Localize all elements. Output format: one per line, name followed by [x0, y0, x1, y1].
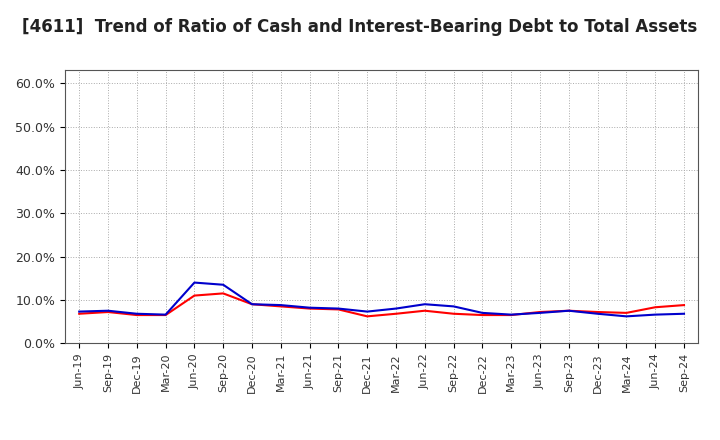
Line: Cash: Cash: [79, 293, 684, 316]
Cash: [593, 309, 602, 315]
Cash: [536, 309, 544, 315]
Interest-Bearing Debt: [478, 310, 487, 315]
Cash: [305, 306, 314, 311]
Interest-Bearing Debt: [248, 301, 256, 307]
Text: [4611]  Trend of Ratio of Cash and Interest-Bearing Debt to Total Assets: [4611] Trend of Ratio of Cash and Intere…: [22, 18, 698, 36]
Interest-Bearing Debt: [392, 306, 400, 311]
Interest-Bearing Debt: [363, 309, 372, 314]
Interest-Bearing Debt: [132, 311, 141, 316]
Interest-Bearing Debt: [536, 310, 544, 315]
Cash: [276, 304, 285, 309]
Cash: [449, 311, 458, 316]
Cash: [392, 311, 400, 316]
Interest-Bearing Debt: [161, 312, 170, 317]
Interest-Bearing Debt: [564, 308, 573, 313]
Cash: [680, 302, 688, 308]
Interest-Bearing Debt: [104, 308, 112, 313]
Cash: [564, 308, 573, 313]
Interest-Bearing Debt: [680, 311, 688, 316]
Cash: [420, 308, 429, 313]
Cash: [478, 312, 487, 318]
Cash: [132, 312, 141, 318]
Cash: [161, 312, 170, 318]
Interest-Bearing Debt: [219, 282, 228, 287]
Cash: [363, 314, 372, 319]
Interest-Bearing Debt: [622, 314, 631, 319]
Interest-Bearing Debt: [593, 311, 602, 316]
Interest-Bearing Debt: [75, 309, 84, 314]
Interest-Bearing Debt: [449, 304, 458, 309]
Interest-Bearing Debt: [507, 312, 516, 317]
Cash: [75, 311, 84, 316]
Cash: [190, 293, 199, 298]
Interest-Bearing Debt: [420, 301, 429, 307]
Cash: [248, 301, 256, 307]
Line: Interest-Bearing Debt: Interest-Bearing Debt: [79, 282, 684, 316]
Cash: [507, 312, 516, 318]
Interest-Bearing Debt: [305, 305, 314, 310]
Cash: [622, 310, 631, 315]
Cash: [104, 309, 112, 315]
Interest-Bearing Debt: [334, 306, 343, 311]
Cash: [219, 291, 228, 296]
Cash: [334, 307, 343, 312]
Interest-Bearing Debt: [190, 280, 199, 285]
Interest-Bearing Debt: [651, 312, 660, 317]
Cash: [651, 304, 660, 310]
Interest-Bearing Debt: [276, 302, 285, 308]
